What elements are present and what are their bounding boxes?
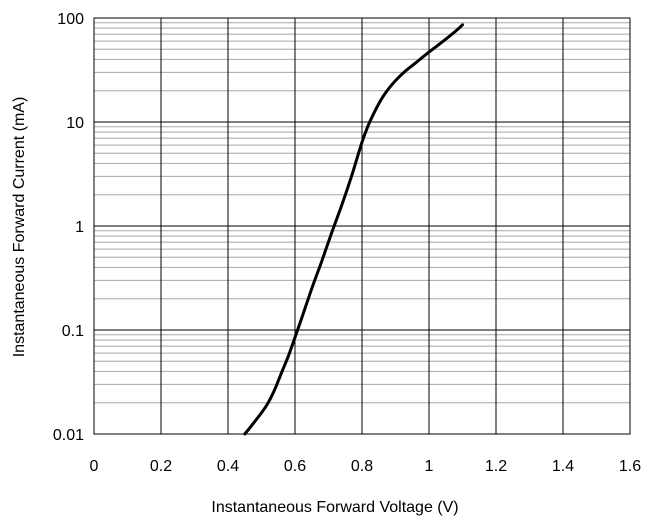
- x-tick-label: 0: [90, 458, 99, 475]
- y-tick-label: 0.1: [62, 323, 84, 340]
- x-tick-label: 1: [425, 458, 434, 475]
- x-tick-label: 0.2: [150, 458, 172, 475]
- y-tick-label: 1: [75, 219, 84, 236]
- y-tick-label: 10: [66, 115, 84, 132]
- x-tick-label: 1.2: [485, 458, 507, 475]
- y-tick-label: 0.01: [53, 427, 84, 444]
- x-tick-label: 0.6: [284, 458, 306, 475]
- x-tick-label: 0.8: [351, 458, 373, 475]
- y-tick-labels: 0.01 0.1 1 10 100: [53, 11, 84, 444]
- y-axis-title: Instantaneous Forward Current (mA): [11, 97, 28, 358]
- x-tick-labels: 0 0.2 0.4 0.6 0.8 1 1.2 1.4 1.6: [90, 458, 642, 475]
- series-line: [243, 23, 464, 436]
- y-tick-label: 100: [57, 11, 84, 28]
- x-tick-label: 0.4: [217, 458, 239, 475]
- plot-frame: [93, 17, 631, 435]
- x-tick-label: 1.4: [552, 458, 574, 475]
- x-tick-label: 1.6: [619, 458, 641, 475]
- x-axis-title: Instantaneous Forward Voltage (V): [211, 499, 458, 516]
